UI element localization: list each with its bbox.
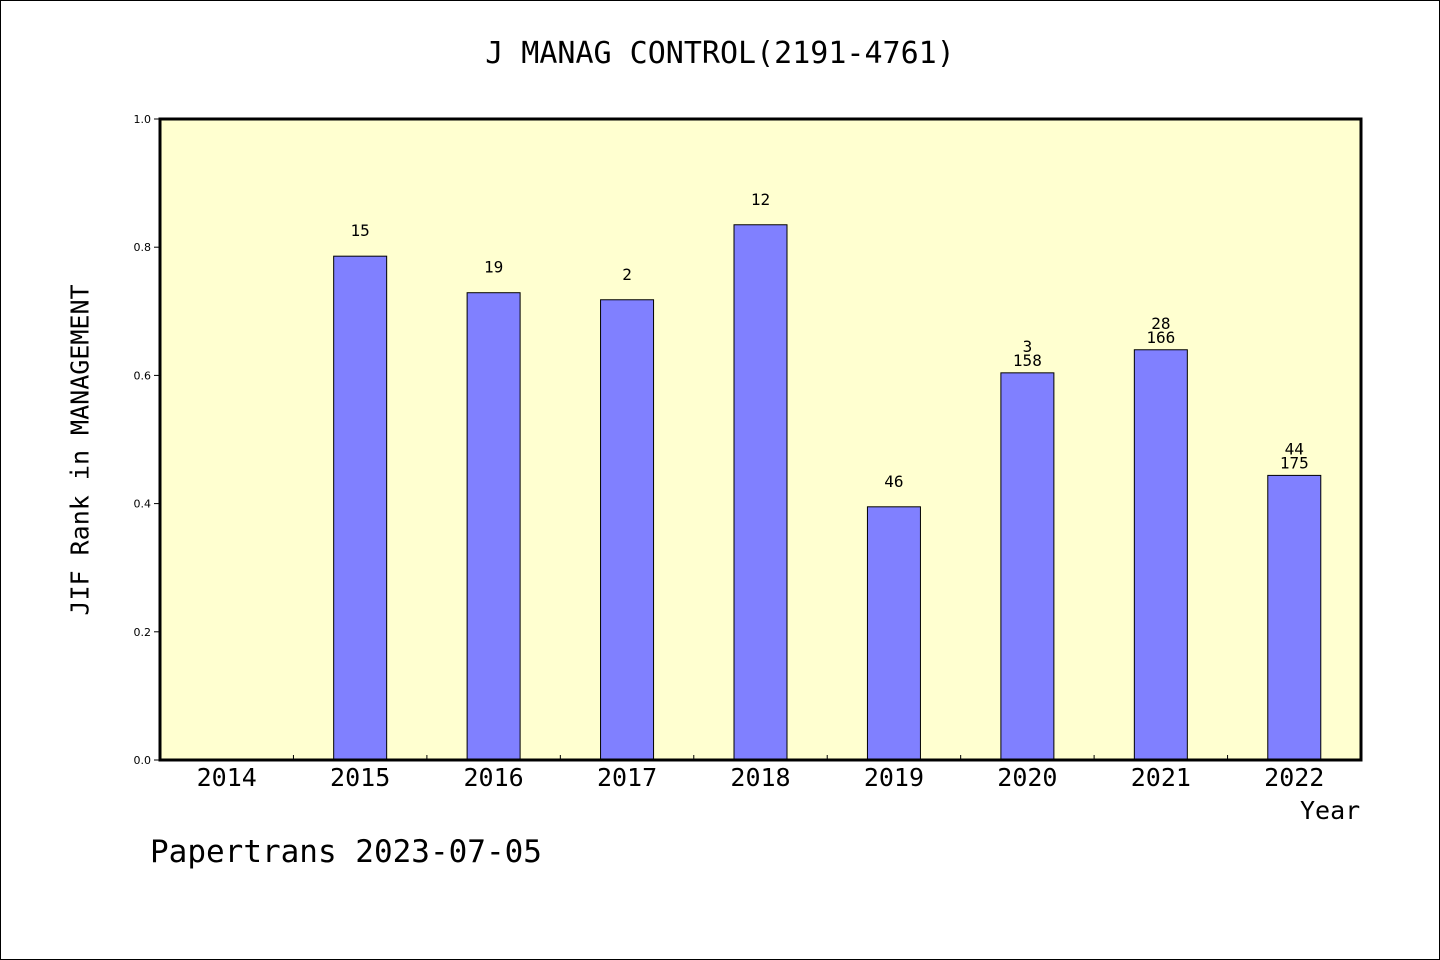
- bar-2021: [1133, 349, 1188, 761]
- y-tick-label-1.0: 1.0: [134, 113, 152, 126]
- bar-label-2020-2: 158: [1013, 351, 1042, 370]
- bar-label-2017-1: 2: [622, 265, 632, 284]
- y-tick-label-0.6: 0.6: [134, 369, 152, 382]
- bar-label-2020-1: 3: [1023, 337, 1033, 356]
- bar-2020: [1000, 372, 1055, 761]
- bar-label-2021-1: 28: [1151, 314, 1170, 333]
- bar-label-2019-1: 46: [884, 472, 903, 491]
- bar-2018: [733, 224, 788, 761]
- bar-label-2022-2: 175: [1280, 453, 1309, 472]
- chart-title: J MANAG CONTROL(2191-4761): [485, 36, 955, 71]
- bar-label-2018-1: 12: [751, 190, 770, 209]
- x-tick-label-2015: 2015: [330, 763, 390, 792]
- bar-label-2021-2: 166: [1146, 328, 1175, 347]
- bar-2017: [600, 299, 655, 761]
- bar-label-2022-1: 44: [1285, 439, 1304, 458]
- footer-credit: Papertrans 2023-07-05: [150, 834, 542, 870]
- x-tick-label-2019: 2019: [864, 763, 924, 792]
- x-tick-label-2021: 2021: [1131, 763, 1191, 792]
- x-tick-label-2016: 2016: [464, 763, 524, 792]
- bar-2022: [1267, 474, 1322, 761]
- bar-2015: [333, 255, 388, 761]
- x-tick-label-2020: 2020: [997, 763, 1057, 792]
- bar-2016: [466, 292, 521, 761]
- y-tick-label-0.0: 0.0: [134, 754, 152, 767]
- y-tick-label-0.8: 0.8: [134, 241, 152, 254]
- bar-label-2016-1: 19: [484, 258, 503, 277]
- y-tick-label-0.2: 0.2: [134, 626, 152, 639]
- plot-border: [158, 117, 1363, 762]
- x-tick-label-2014: 2014: [197, 763, 257, 792]
- bar-2019: [866, 506, 921, 761]
- y-tick-label-0.4: 0.4: [134, 498, 152, 511]
- bar-label-2015-1: 15: [351, 221, 370, 240]
- x-tick-label-2018: 2018: [730, 763, 790, 792]
- y-axis-label: JIF Rank in MANAGEMENT: [65, 284, 95, 616]
- x-axis-label: Year: [1300, 796, 1361, 825]
- x-tick-label-2017: 2017: [597, 763, 657, 792]
- x-tick-label-2022: 2022: [1264, 763, 1324, 792]
